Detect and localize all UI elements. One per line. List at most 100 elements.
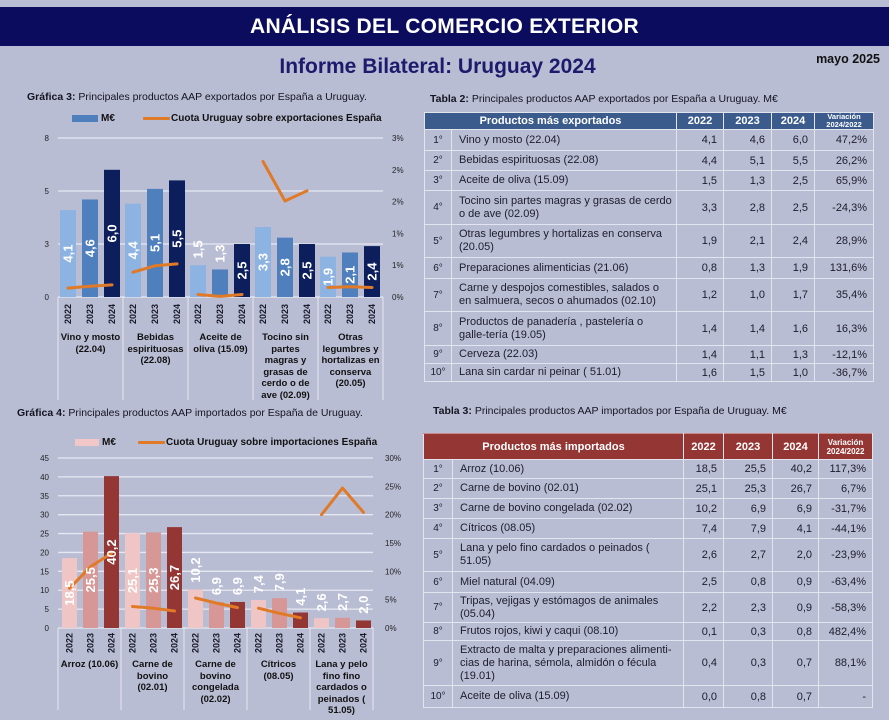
value-2023: 1,4 xyxy=(723,311,773,346)
table-row: 8° Productos de panadería , pastelería o… xyxy=(424,311,875,346)
rank: 2° xyxy=(423,478,453,499)
bar-data-label: 25,3 xyxy=(146,568,161,593)
y-right-tick-label: 20% xyxy=(385,511,401,520)
value-2024: 0,7 xyxy=(772,685,820,708)
x-tick-label-year: 2024 xyxy=(296,633,306,653)
table2-caption: Tabla 2: Principales productos AAP expor… xyxy=(430,93,778,105)
legend-bar-label: M€ xyxy=(102,437,116,448)
value-2024: 2,4 xyxy=(771,224,816,258)
value-2022: 0,1 xyxy=(683,622,725,641)
product-name: Carne de bovino (02.01) xyxy=(451,478,685,499)
variation: -36,7% xyxy=(814,363,875,382)
rank: 6° xyxy=(424,257,452,279)
bar-data-label: 25,1 xyxy=(125,568,140,593)
value-2024: 1,7 xyxy=(771,278,816,312)
table-row: 6° Miel natural (04.09) 2,5 0,8 0,9 -63,… xyxy=(423,571,874,593)
product-name: Frutos rojos, kiwi y caqui (08.10) xyxy=(451,622,685,641)
value-2024: 6,0 xyxy=(771,129,816,151)
share-line-segment xyxy=(320,486,365,517)
share-line-segment xyxy=(131,605,176,613)
x-tick-label-year: 2022 xyxy=(65,633,75,653)
header-variation: Variación 2024/2022 xyxy=(818,433,874,460)
rank: 9° xyxy=(424,345,452,364)
value-2022: 4,4 xyxy=(676,150,725,171)
chart3-caption: Gráfica 3: Principales productos AAP exp… xyxy=(27,91,367,103)
table-row: 6° Preparaciones alimenticias (21.06) 0,… xyxy=(424,257,875,279)
value-2024: 2,5 xyxy=(771,190,816,225)
y-left-tick-label: 8 xyxy=(45,134,50,143)
variation: -12,1% xyxy=(814,345,875,364)
value-2022: 3,3 xyxy=(676,190,725,225)
variation: 28,9% xyxy=(814,224,875,258)
table-row: 7° Carne y despojos comestibles, salados… xyxy=(424,278,875,312)
report-date: mayo 2025 xyxy=(816,52,880,66)
share-line-segment xyxy=(326,285,374,289)
x-tick-label-year: 2023 xyxy=(150,304,160,324)
product-name: Carne de bovino congelada (02.02) xyxy=(451,498,685,519)
product-name: Miel natural (04.09) xyxy=(451,571,685,593)
chart3-caption-text: Principales productos AAP exportados por… xyxy=(75,91,367,103)
y-right-tick-label: 2% xyxy=(392,166,404,175)
bar-data-label: 2,6 xyxy=(314,593,329,611)
exports-table: Productos más exportados 2022 2023 2024 … xyxy=(423,112,875,382)
value-2022: 1,5 xyxy=(676,170,725,191)
value-2024: 0,7 xyxy=(772,640,820,686)
bar-2023 xyxy=(82,199,98,297)
bar-2024 xyxy=(169,180,185,297)
y-right-tick-label: 1% xyxy=(392,261,404,270)
legend-bar-swatch xyxy=(75,439,99,446)
product-name: Tripas, vejigas y estómagos de animales … xyxy=(451,592,685,623)
x-tick-label-year: 2022 xyxy=(128,633,138,653)
variation: 65,9% xyxy=(814,170,875,191)
bar-2023 xyxy=(147,188,163,297)
value-2024: 0,8 xyxy=(772,622,820,641)
x-category-label: Bebidas espirituosas (22.08) xyxy=(127,332,184,366)
value-2022: 0,0 xyxy=(683,685,725,708)
x-tick-label-year: 2023 xyxy=(215,304,225,324)
bar-data-label: 26,7 xyxy=(167,565,182,590)
bar-2024 xyxy=(230,601,245,628)
x-category-label: Otras legumbres y hortalizas en conserva… xyxy=(321,332,380,389)
chart-legend: M€ Cuota Uruguay sobre importaciones Esp… xyxy=(0,436,420,450)
value-2022: 1,9 xyxy=(676,224,725,258)
x-tick-label-year: 2023 xyxy=(85,304,95,324)
product-name: Lana y pelo fino cardados o peinados ( 5… xyxy=(451,538,685,572)
bar-data-label: 2,5 xyxy=(235,261,250,279)
value-2024: 5,5 xyxy=(771,150,816,171)
product-name: Vino y mosto (22.04) xyxy=(450,129,678,151)
value-2024: 1,3 xyxy=(771,345,816,364)
rank: 10° xyxy=(424,363,452,382)
bar-2022 xyxy=(62,558,77,628)
value-2022: 0,8 xyxy=(676,257,725,279)
value-2024: 1,6 xyxy=(771,311,816,346)
x-tick-label-year: 2023 xyxy=(149,633,159,653)
x-category-label: Carne de bovino congelada (02.02) xyxy=(192,659,239,705)
bar-data-label: 6,0 xyxy=(105,224,120,242)
share-line-segment xyxy=(261,160,309,203)
bar-2023 xyxy=(209,601,224,628)
x-category-label: Cítricos (08.05) xyxy=(260,659,297,682)
chart3-caption-label: Gráfica 3: xyxy=(27,91,76,103)
y-right-tick-label: 25% xyxy=(385,482,401,491)
x-category-label: Carne de bovino (02.01) xyxy=(132,659,173,693)
value-2023: 0,8 xyxy=(723,571,774,593)
x-tick-label-year: 2022 xyxy=(254,633,264,653)
value-2024: 2,0 xyxy=(772,538,820,572)
bar-2024 xyxy=(234,244,250,297)
table-row: 8° Frutos rojos, kiwi y caqui (08.10) 0,… xyxy=(423,622,874,641)
bar-2023 xyxy=(277,237,293,297)
table-row: 4° Cítricos (08.05) 7,4 7,9 4,1 -44,1% xyxy=(423,518,874,539)
share-line-segment xyxy=(68,551,113,590)
x-tick-label-year: 2024 xyxy=(107,633,117,653)
product-name: Tocino sin partes magras y grasas de cer… xyxy=(450,190,678,225)
bar-data-label: 1,5 xyxy=(191,240,206,258)
header-2022: 2022 xyxy=(683,433,725,460)
y-right-tick-label: 10% xyxy=(385,567,401,576)
bar-data-label: 4,1 xyxy=(293,588,308,606)
x-category-label: Tocino sin partes magras y grasas de cer… xyxy=(261,332,310,401)
rank: 4° xyxy=(424,190,452,225)
bar-2024 xyxy=(364,246,380,297)
legend-bar-swatch xyxy=(72,115,98,122)
x-tick-label-year: 2023 xyxy=(212,633,222,653)
variation: 131,6% xyxy=(814,257,875,279)
